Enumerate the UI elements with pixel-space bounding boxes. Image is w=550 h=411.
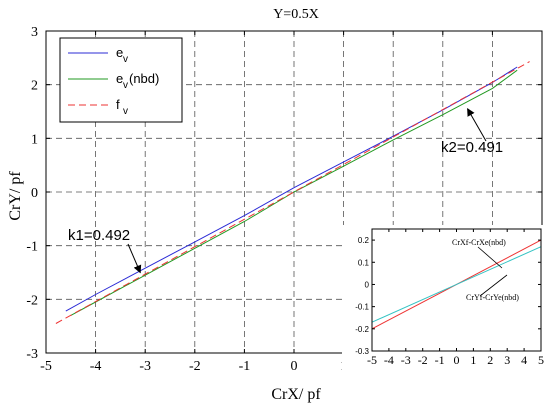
x-tick-label: 0 <box>291 359 298 374</box>
x-tick-label: -3 <box>139 359 151 374</box>
y-tick-label: -2 <box>26 293 38 308</box>
series-line-0 <box>65 66 518 312</box>
k1-arrow <box>127 243 142 274</box>
legend-box <box>59 37 183 123</box>
legend-label-base: e <box>116 71 123 86</box>
inset-x-tick-label: 2 <box>487 353 493 367</box>
inset-annotation-x: CrXf-CrXe(nbd) <box>452 238 506 247</box>
k2-arrow <box>467 107 487 142</box>
inset-y-tick-label: -0.2 <box>355 325 369 334</box>
inset-leader-1 <box>477 246 503 269</box>
inset-background <box>342 225 546 371</box>
y-tick-label: -1 <box>26 240 38 255</box>
main-annotations: k1=0.492 k2=0.491 <box>68 107 503 274</box>
inset-x-tick-label: 4 <box>521 353 527 367</box>
inset-x-tick-label: -4 <box>384 353 394 367</box>
x-axis-label: CrX/ pf <box>271 386 321 403</box>
legend-label-subscript: v <box>123 106 128 117</box>
inset-y-tick-label: 0.1 <box>358 258 370 267</box>
chart-title: Y=0.5X <box>273 7 319 22</box>
k1-annotation: k1=0.492 <box>68 227 130 244</box>
legend-label-base: e <box>116 45 123 60</box>
inset-y-tick-label: -0.3 <box>355 347 369 356</box>
y-tick-label: 1 <box>31 132 38 147</box>
x-tick-label: -5 <box>40 359 52 374</box>
x-tick-label: -4 <box>90 359 102 374</box>
legend-label-suffix: (nbd) <box>129 71 159 86</box>
inset-x-tick-label: 1 <box>470 353 476 367</box>
legend-label-subscript: v <box>123 54 128 65</box>
series-line-2 <box>55 61 530 324</box>
y-axis-label: CrY/ pf <box>7 171 24 221</box>
inset-x-tick-label: -3 <box>401 353 411 367</box>
inset-x-tick-label: -5 <box>367 353 377 367</box>
x-tick-label: -1 <box>239 359 251 374</box>
inset-y-tick-label: -0.1 <box>355 303 369 312</box>
series-line-1 <box>70 69 518 316</box>
legend-label-base: f <box>116 97 120 112</box>
y-tick-label: 3 <box>31 25 38 40</box>
inset-x-tick-label: -1 <box>435 353 445 367</box>
inset-x-tick-label: 5 <box>538 353 544 367</box>
inset-y-tick-label: 0 <box>365 280 370 289</box>
inset-x-tick-label: 3 <box>504 353 510 367</box>
inset-y-tick-label: 0.2 <box>358 236 370 245</box>
k2-annotation: k2=0.491 <box>441 139 503 156</box>
x-tick-label: -2 <box>189 359 201 374</box>
inset-chart: -0.3-0.2-0.100.10.2-5 -4 -3 -2 -1 0 1 2 3 4 5CrXf-… <box>342 225 546 371</box>
inset-series-line-1 <box>371 246 542 323</box>
inset-annotation-y: CrYf-CrYe(nbd) <box>466 293 519 302</box>
y-tick-label: 0 <box>31 186 38 201</box>
y-tick-label: -3 <box>26 347 38 362</box>
main-series-group <box>55 61 530 324</box>
inset-x-tick-label: 0 <box>454 353 460 367</box>
inset-leader-2 <box>479 274 508 297</box>
legend-label-subscript: v <box>123 80 128 91</box>
y-tick-label: 2 <box>31 79 38 94</box>
inset-x-tick-label: -2 <box>418 353 428 367</box>
legend: e ve v (nbd)f v <box>59 37 183 123</box>
